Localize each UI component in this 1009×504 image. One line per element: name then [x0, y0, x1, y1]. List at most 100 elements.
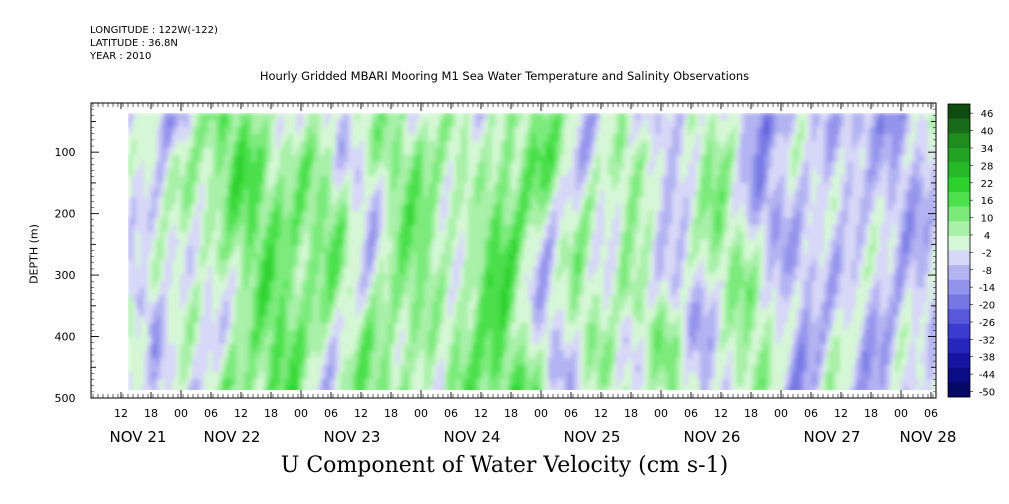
heatmap-cell: [128, 113, 133, 121]
heatmap-cell: [464, 113, 469, 121]
heatmap-cell: [412, 253, 417, 261]
heatmap-cell: [572, 330, 577, 338]
heatmap-cell: [572, 323, 577, 331]
heatmap-cell: [556, 260, 561, 268]
heatmap-cell: [196, 288, 201, 296]
heatmap-cell: [616, 239, 621, 247]
heatmap-cell: [440, 239, 445, 247]
heatmap-cell: [328, 365, 333, 373]
heatmap-cell: [552, 127, 557, 135]
heatmap-cell: [360, 260, 365, 268]
heatmap-cell: [288, 344, 293, 352]
heatmap-cell: [604, 120, 609, 128]
heatmap-cell: [416, 232, 421, 240]
heatmap-cell: [264, 204, 269, 212]
heatmap-cell: [256, 162, 261, 170]
heatmap-cell: [260, 246, 265, 254]
heatmap-cell: [592, 344, 597, 352]
heatmap-cell: [128, 358, 133, 366]
heatmap-cell: [304, 204, 309, 212]
heatmap-cell: [256, 190, 261, 198]
heatmap-cell: [420, 365, 425, 373]
heatmap-cell: [304, 379, 309, 387]
heatmap-cell: [388, 239, 393, 247]
heatmap-cell: [608, 344, 613, 352]
heatmap-cell: [548, 176, 553, 184]
heatmap-cell: [548, 372, 553, 380]
heatmap-cell: [496, 148, 501, 156]
heatmap-cell: [224, 386, 229, 390]
heatmap-cell: [208, 253, 213, 261]
heatmap-cell: [136, 190, 141, 198]
heatmap-cell: [388, 358, 393, 366]
heatmap-cell: [168, 141, 173, 149]
heatmap-cell: [332, 127, 337, 135]
heatmap-cell: [540, 316, 545, 324]
heatmap-cell: [468, 169, 473, 177]
heatmap-cell: [196, 225, 201, 233]
heatmap-cell: [176, 337, 181, 345]
heatmap-cell: [372, 323, 377, 331]
heatmap-cell: [488, 155, 493, 163]
heatmap-cell: [500, 323, 505, 331]
heatmap-cell: [560, 253, 565, 261]
heatmap-cell: [456, 225, 461, 233]
heatmap-cell: [516, 365, 521, 373]
heatmap-cell: [484, 246, 489, 254]
heatmap-cell: [592, 141, 597, 149]
heatmap-cell: [288, 365, 293, 373]
heatmap-cell: [592, 218, 597, 226]
heatmap-cell: [192, 260, 197, 268]
heatmap-cell: [336, 379, 341, 387]
heatmap-cell: [596, 197, 601, 205]
heatmap-cell: [140, 120, 145, 128]
heatmap-cell: [368, 344, 373, 352]
heatmap-cell: [588, 337, 593, 345]
heatmap-cell: [616, 183, 621, 191]
heatmap-cell: [484, 330, 489, 338]
heatmap-cell: [364, 155, 369, 163]
heatmap-cell: [164, 267, 169, 275]
heatmap-cell: [348, 134, 353, 142]
heatmap-cell: [588, 120, 593, 128]
heatmap-cell: [184, 141, 189, 149]
heatmap-cell: [476, 379, 481, 387]
heatmap-cell: [260, 183, 265, 191]
heatmap-cell: [296, 365, 301, 373]
heatmap-cell: [160, 155, 165, 163]
heatmap-cell: [464, 365, 469, 373]
heatmap-cell: [396, 113, 401, 121]
heatmap-cell: [468, 386, 473, 390]
heatmap-cell: [624, 288, 629, 296]
heatmap-cell: [484, 162, 489, 170]
heatmap-cell: [348, 253, 353, 261]
heatmap-cell: [324, 239, 329, 247]
heatmap-cell: [592, 379, 597, 387]
heatmap-cell: [616, 176, 621, 184]
heatmap-cell: [336, 176, 341, 184]
heatmap-cell: [572, 386, 577, 390]
heatmap-cell: [508, 351, 513, 359]
heatmap-cell: [468, 176, 473, 184]
heatmap-cell: [524, 211, 529, 219]
heatmap-cell: [528, 113, 533, 121]
heatmap-cell: [440, 232, 445, 240]
heatmap-cell: [528, 232, 533, 240]
heatmap-cell: [560, 302, 565, 310]
heatmap-cell: [392, 239, 397, 247]
heatmap-cell: [184, 372, 189, 380]
heatmap-cell: [620, 316, 625, 324]
heatmap-cell: [296, 169, 301, 177]
heatmap-cell: [224, 190, 229, 198]
heatmap-cell: [452, 169, 457, 177]
heatmap-cell: [624, 169, 629, 177]
heatmap-cell: [448, 211, 453, 219]
heatmap-cell: [188, 351, 193, 359]
heatmap-cell: [336, 351, 341, 359]
heatmap-cell: [472, 239, 477, 247]
heatmap-cell: [448, 302, 453, 310]
heatmap-cell: [584, 134, 589, 142]
heatmap-cell: [516, 190, 521, 198]
heatmap-cell: [392, 197, 397, 205]
heatmap-cell: [160, 260, 165, 268]
